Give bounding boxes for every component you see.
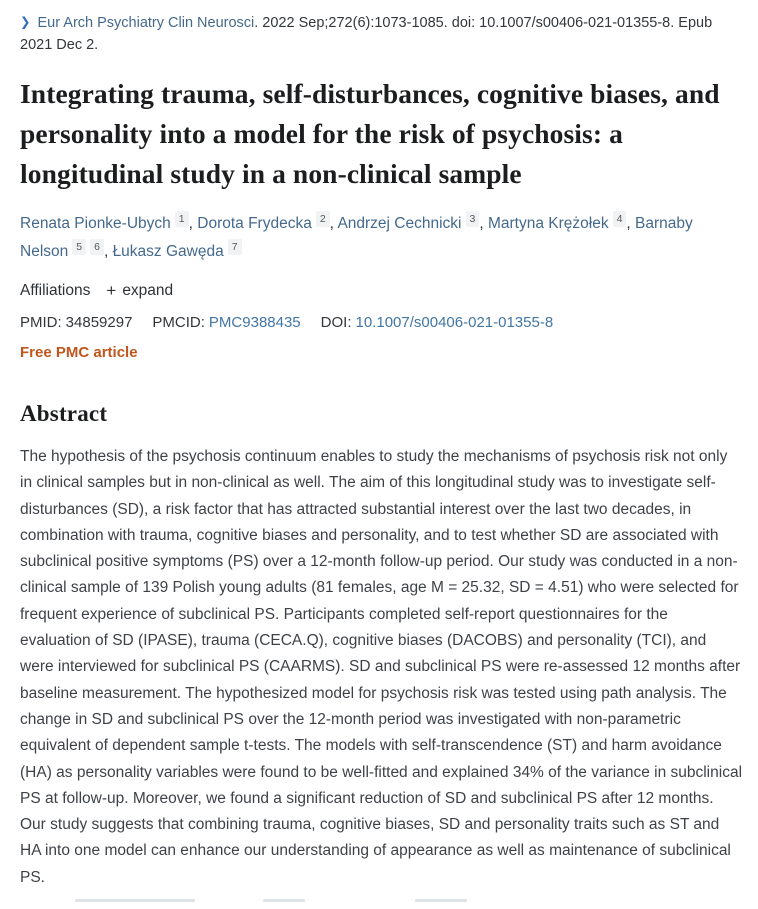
citation-banner: ❯ Eur Arch Psychiatry Clin Neurosci. 2022…: [20, 12, 742, 56]
author-affiliation-number[interactable]: 4: [612, 211, 627, 227]
authors-list: Renata Pionke-Ubych 1, Dorota Frydecka 2, …: [20, 210, 710, 266]
author-affiliation-number[interactable]: 7: [227, 239, 242, 255]
abstract-heading: Abstract: [20, 401, 108, 426]
author-link[interactable]: Barnaby Nelson: [20, 215, 693, 260]
author-link[interactable]: Dorota Frydecka: [197, 215, 312, 232]
abstract-text: The hypothesis of the psychosis continuu…: [20, 448, 743, 886]
author-separator: ,: [188, 215, 198, 232]
author-link[interactable]: Renata Pionke-Ubych: [20, 215, 171, 232]
author-affiliation-number[interactable]: 6: [90, 239, 104, 255]
author-separator: ,: [103, 243, 113, 260]
author-separator: ,: [329, 215, 338, 232]
cutoff-fragment: [75, 899, 195, 903]
citation-details: . 2022 Sep;272(6):1073-1085. doi: 10.100…: [20, 15, 713, 53]
journal-menu-button[interactable]: ❯ Eur Arch Psychiatry Clin Neurosci: [20, 15, 254, 31]
affiliations-label: Affiliations: [20, 282, 91, 299]
affiliations-expand-button[interactable]: + expand: [106, 281, 173, 301]
doi-label: DOI:: [320, 314, 352, 331]
pmid-group: PMID: 34859297: [20, 314, 132, 331]
affiliations-row: Affiliations + expand: [20, 281, 738, 301]
cutoff-fragment: [415, 899, 467, 903]
pmid-value: 34859297: [65, 314, 133, 331]
cutoff-fragment: [263, 899, 305, 903]
author-link[interactable]: Martyna Krężołek: [487, 215, 609, 232]
free-pmc-article-badge: Free PMC article: [20, 344, 138, 361]
pmcid-group: PMCID: PMC9388435: [152, 314, 300, 331]
author-link[interactable]: Andrzej Cechnicki: [337, 215, 462, 232]
pmcid-link[interactable]: PMC9388435: [208, 314, 301, 331]
journal-name: Eur Arch Psychiatry Clin Neurosci: [37, 15, 255, 31]
plus-icon: +: [106, 281, 117, 300]
author-separator: ,: [626, 215, 636, 232]
doi-group: DOI: 10.1007/s00406-021-01355-8: [321, 314, 554, 331]
article-title: Integrating trauma, self-disturbances, c…: [20, 78, 720, 189]
author-separator: ,: [479, 215, 488, 232]
author-link[interactable]: Łukasz Gawęda: [112, 243, 224, 260]
pmid-label: PMID:: [20, 314, 62, 331]
author-affiliation-number[interactable]: 3: [465, 211, 480, 227]
identifiers-row: PMID: 34859297 PMCID: PMC9388435 DOI: 10.10…: [20, 314, 738, 331]
cutoff-next-section: [20, 899, 738, 903]
chevron-right-icon: ❯: [20, 15, 31, 29]
author-affiliation-number[interactable]: 1: [174, 211, 189, 227]
author-affiliation-number[interactable]: 5: [72, 239, 87, 255]
pmcid-label: PMCID:: [152, 314, 205, 331]
author-affiliation-number[interactable]: 2: [315, 211, 330, 227]
expand-label: expand: [122, 282, 174, 299]
doi-link[interactable]: 10.1007/s00406-021-01355-8: [355, 314, 554, 331]
